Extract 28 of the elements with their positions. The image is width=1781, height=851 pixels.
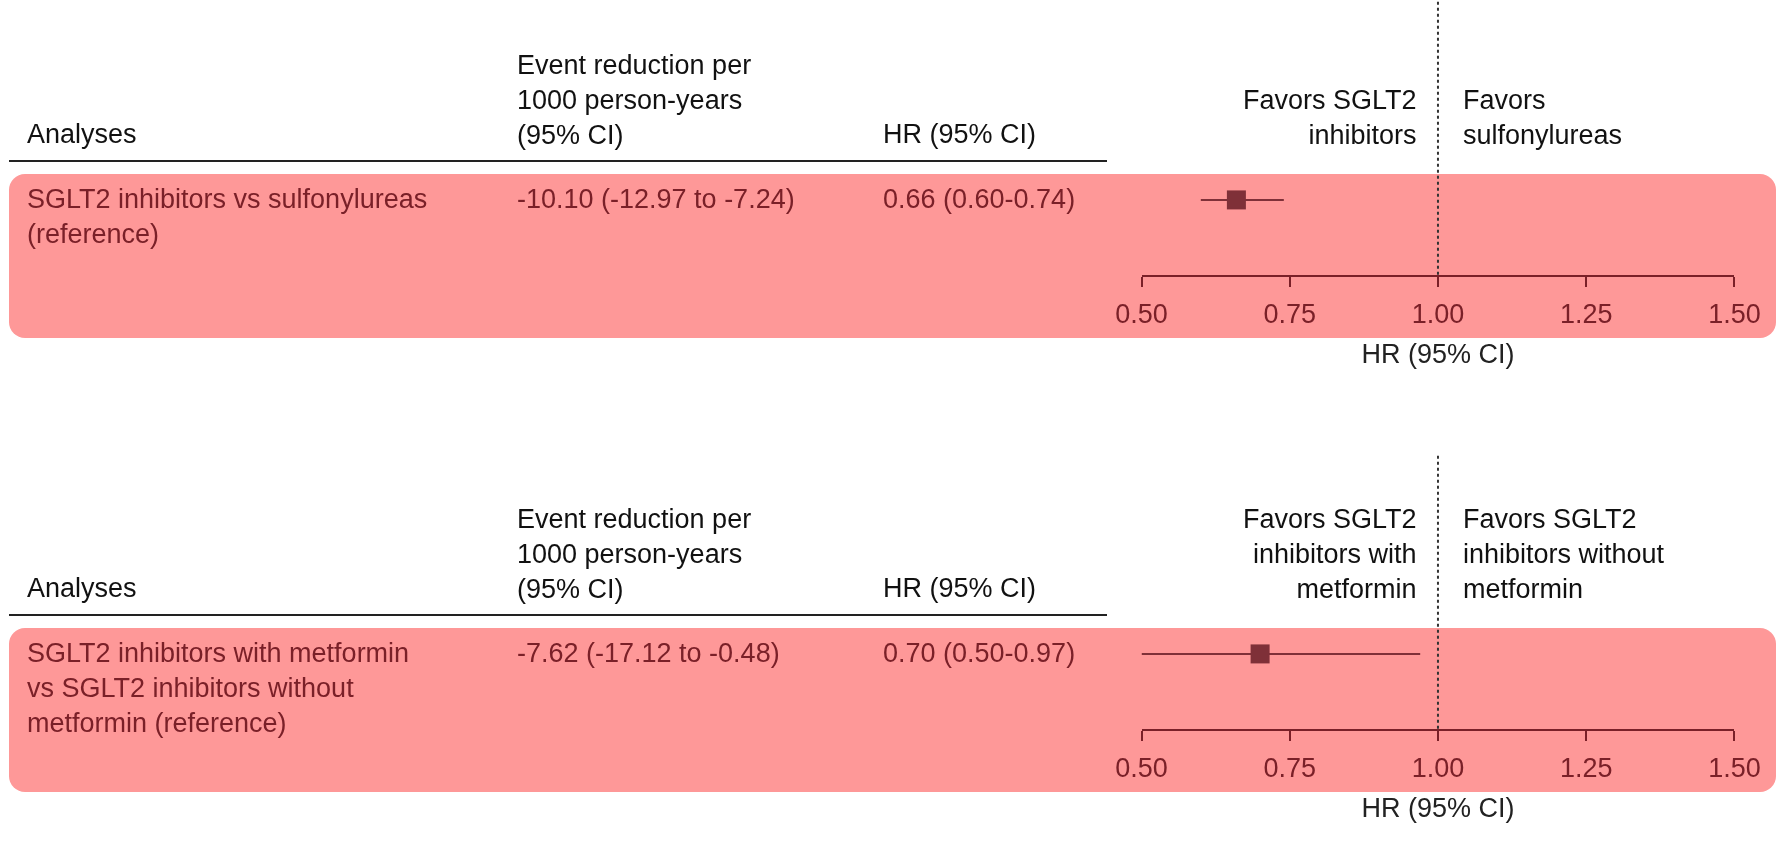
text: 0.70 (0.50-0.97) (883, 638, 1076, 668)
text: SGLT2 inhibitors with metformin vs SGLT2 inhibitors without metformin (reference) (27, 638, 410, 739)
text: HR (95% CI) (883, 119, 1037, 149)
text: Analyses (27, 573, 137, 603)
x-tick-label: 0.50 (1115, 753, 1168, 784)
x-tick-label: 0.75 (1263, 299, 1317, 330)
text: -7.62 (-17.12 to -0.48) (517, 638, 780, 668)
x-axis-title: HR (95% CI) (1361, 793, 1515, 824)
x-tick-label: 0.75 (1263, 753, 1317, 784)
text: 0.66 (0.60-0.74) (883, 184, 1076, 214)
x-tick-label: 1.25 (1559, 753, 1613, 784)
text: HR (95% CI) (883, 573, 1037, 603)
text: Event reduction per 1000 person-years (95% CI) (517, 504, 752, 605)
annotation: Favors sulfonylureas (1463, 85, 1623, 151)
x-tick-label: 1.00 (1411, 299, 1465, 330)
text: Event reduction per 1000 person-years (95% CI) (517, 50, 752, 151)
annotation: Favors SGLT2 inhibitors with metformin (1243, 504, 1417, 605)
text: -10.10 (-12.97 to -7.24) (517, 184, 795, 214)
annotation: Favors SGLT2 inhibitors without metformin (1463, 504, 1665, 605)
text: Analyses (27, 119, 137, 149)
annotation: Favors SGLT2 inhibitors (1243, 85, 1417, 151)
text: SGLT2 inhibitors vs sulfonylureas (reference) (27, 184, 428, 250)
x-tick-label: 1.00 (1411, 753, 1465, 784)
x-tick-label: 1.50 (1708, 299, 1761, 330)
x-axis-title: HR (95% CI) (1361, 339, 1515, 370)
x-tick-label: 0.50 (1115, 299, 1168, 330)
x-tick-label: 1.25 (1559, 299, 1613, 330)
x-tick-label: 1.50 (1708, 753, 1761, 784)
